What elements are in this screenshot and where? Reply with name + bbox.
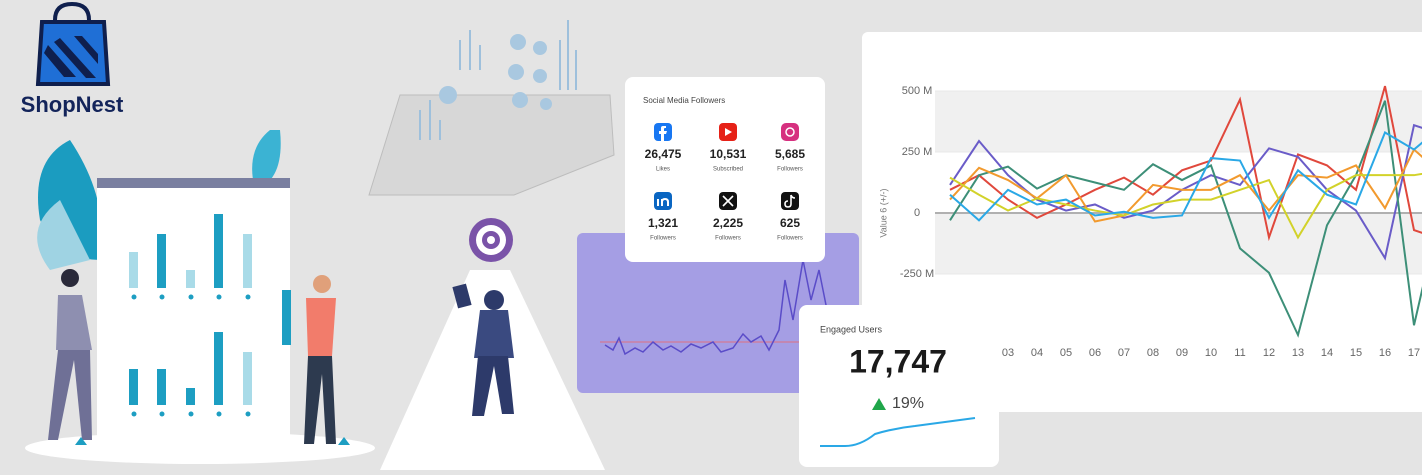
stat-value: 5,685 (775, 147, 805, 161)
y-tick-label: -250 M (900, 268, 934, 280)
tablet-illustration (368, 20, 615, 196)
stat-label: Followers (777, 236, 803, 242)
x-tick-label: 10 (1205, 347, 1217, 359)
icon-glyph (722, 195, 734, 207)
x-tick-label: 11 (1234, 347, 1245, 359)
instagram-icon (781, 123, 799, 141)
stat-value: 10,531 (710, 147, 747, 161)
up-arrow (872, 398, 886, 410)
stat-value: 26,475 (645, 147, 682, 161)
icon-glyph (659, 126, 667, 141)
x-tick-label: 04 (1031, 347, 1043, 359)
x-tick-label: 15 (1350, 347, 1362, 359)
stat-label: Subscribed (713, 167, 743, 173)
x-tick-label: 09 (1176, 347, 1188, 359)
y-tick-label: 0 (914, 207, 920, 219)
stat-label: Followers (777, 167, 803, 173)
y-axis-label: Value 6 (+/-) (878, 188, 888, 237)
stat-label: Followers (715, 236, 741, 242)
x-tick-label: 03 (1002, 347, 1014, 359)
grid-band (935, 213, 1422, 274)
facebook-panel (577, 233, 859, 393)
y-tick-label: 250 M (902, 146, 933, 158)
grid-band (935, 91, 1422, 152)
stat-label: Followers (650, 236, 676, 242)
series-line (949, 172, 1422, 240)
icon-glyph (784, 194, 796, 208)
x-tick-label: 16 (1379, 347, 1391, 359)
office-illustration (25, 130, 375, 464)
icon-glyph (785, 127, 795, 137)
stat-value: 1,321 (648, 216, 678, 230)
series-line (949, 100, 1422, 338)
icon-glyph (657, 197, 669, 206)
x-tick-label: 14 (1321, 347, 1333, 359)
engaged-title: Engaged Users (820, 324, 883, 334)
series-line (949, 147, 1422, 223)
x-tick-label: 13 (1292, 347, 1304, 359)
x-tick-label: 17 (1408, 347, 1420, 359)
target-illustration (380, 218, 605, 470)
stat-value: 625 (780, 216, 800, 230)
stat-label: Likes (656, 167, 670, 173)
engaged-card: Engaged Users 17,747 19% (799, 305, 999, 467)
social-card: Social Media Followers 26,475 Likes 10,531… (625, 77, 825, 262)
y-tick-label: 500 M (902, 85, 933, 97)
x-tick-label: 12 (1263, 347, 1275, 359)
sparkline (820, 417, 976, 447)
x-tick-label: 07 (1118, 347, 1130, 359)
x-tick-label: 06 (1089, 347, 1101, 359)
social-title: Social Media Followers (643, 96, 725, 105)
engaged-change: 19% (892, 395, 924, 412)
series-line (949, 131, 1422, 222)
brand-name: ShopNest (21, 92, 124, 117)
stat-value: 2,225 (713, 216, 743, 230)
icon-glyph (725, 128, 732, 136)
x-tick-label: 05 (1060, 347, 1072, 359)
x-tick-label: 08 (1147, 347, 1159, 359)
engaged-value: 17,747 (849, 343, 947, 379)
logo: ShopNest (21, 1, 124, 117)
